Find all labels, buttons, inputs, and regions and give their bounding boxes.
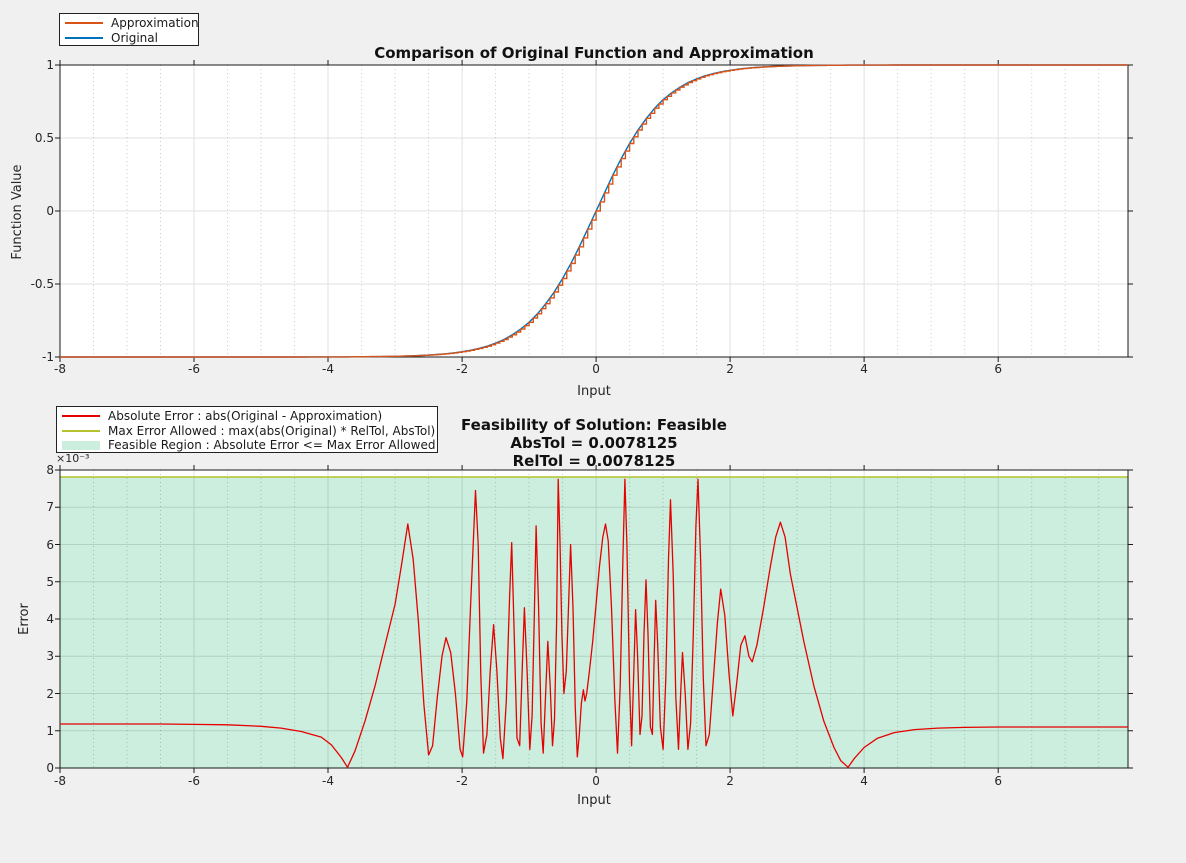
matlab-figure: Comparison of Original Function and Appr… bbox=[0, 0, 1186, 863]
plots-canvas bbox=[55, 60, 1133, 773]
